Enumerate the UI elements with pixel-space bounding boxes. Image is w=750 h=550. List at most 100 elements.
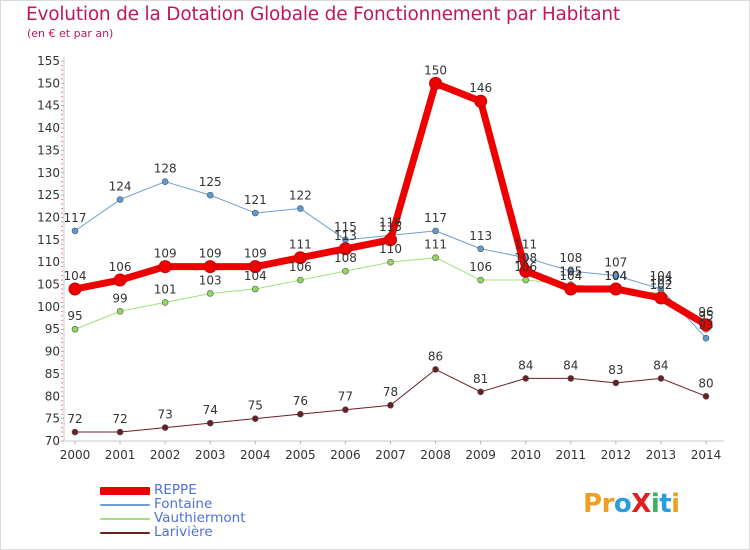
data-point [251, 209, 259, 217]
x-tick-label: 2004 [240, 448, 271, 462]
data-label: 117 [64, 211, 87, 225]
data-label: 115 [334, 220, 357, 234]
y-minor-tick [61, 333, 63, 335]
legend-item: Vauthiermont [100, 510, 320, 528]
y-minor-tick [61, 275, 63, 277]
y-minor-tick [61, 109, 63, 111]
y-minor-tick [61, 386, 63, 388]
y-minor-tick [61, 319, 63, 321]
data-label: 77 [338, 390, 353, 404]
data-label: 109 [199, 247, 222, 261]
data-label: 106 [109, 260, 132, 274]
x-tick-label: 2007 [375, 448, 406, 462]
data-label: 106 [289, 260, 312, 274]
data-label: 84 [653, 358, 668, 372]
y-minor-tick [61, 360, 63, 362]
x-tick-label: 2000 [60, 448, 91, 462]
y-tick-label: 90 [45, 345, 60, 359]
y-minor-tick [61, 346, 63, 348]
data-label: 93 [698, 318, 713, 332]
data-point [387, 258, 394, 266]
y-minor-tick [61, 212, 63, 214]
y-minor-tick [61, 324, 63, 326]
y-minor-tick [61, 257, 63, 259]
data-label: 104 [559, 269, 582, 283]
y-tick-label: 80 [45, 389, 60, 403]
data-label: 109 [244, 247, 267, 261]
data-point [251, 415, 259, 422]
data-label: 117 [424, 211, 447, 225]
legend-swatch [100, 532, 150, 534]
x-tick-label: 2012 [601, 448, 632, 462]
data-label: 109 [154, 247, 177, 261]
y-minor-tick [61, 355, 63, 357]
y-minor-tick [61, 114, 63, 116]
y-minor-tick [61, 413, 63, 415]
y-tick-label: 150 [37, 76, 60, 90]
data-label: 103 [199, 273, 222, 287]
data-label: 113 [469, 229, 492, 243]
data-point [702, 392, 710, 400]
data-label: 84 [563, 358, 578, 372]
data-point [477, 245, 484, 253]
y-minor-tick [61, 64, 63, 66]
data-point [702, 334, 710, 342]
x-tick-label: 2002 [150, 448, 181, 462]
data-point [429, 76, 443, 90]
data-point [161, 424, 169, 431]
y-minor-tick [61, 427, 63, 429]
y-minor-tick [61, 404, 63, 406]
data-label: 101 [154, 282, 177, 296]
y-minor-tick [61, 266, 63, 268]
y-minor-tick [61, 185, 63, 187]
legend-swatch [100, 504, 150, 506]
data-point [432, 227, 439, 235]
proxiti-logo: ProXiti [583, 489, 680, 519]
data-label: 104 [244, 269, 267, 283]
data-point [567, 267, 575, 275]
data-label: 73 [158, 408, 173, 422]
data-label: 115 [379, 220, 402, 234]
y-tick-label: 100 [37, 300, 60, 314]
data-point [342, 406, 349, 414]
data-point [654, 291, 668, 305]
data-point [158, 260, 172, 274]
legend-swatch [100, 518, 150, 520]
data-label: 146 [469, 81, 492, 95]
legend-label: Larivière [154, 524, 213, 540]
data-label: 111 [424, 238, 447, 252]
data-point [113, 273, 127, 287]
data-label: 106 [514, 260, 537, 274]
data-label: 104 [649, 269, 672, 283]
data-label: 102 [649, 278, 672, 292]
data-label: 111 [514, 238, 537, 252]
data-label: 72 [112, 412, 127, 426]
data-point [116, 308, 124, 315]
data-label: 75 [248, 399, 263, 413]
x-tick-label: 2008 [420, 448, 451, 462]
data-point [699, 318, 713, 332]
y-minor-tick [61, 337, 63, 339]
x-tick-label: 2001 [105, 448, 136, 462]
data-label: 107 [604, 256, 627, 270]
data-point [432, 254, 439, 262]
data-point [384, 233, 397, 247]
y-minor-tick [61, 136, 63, 138]
y-tick-label: 95 [45, 322, 60, 336]
y-minor-tick [61, 400, 63, 402]
data-label: 76 [293, 394, 308, 408]
data-label: 86 [428, 349, 443, 363]
legend-item: Fontaine [100, 496, 320, 514]
y-tick-label: 120 [37, 210, 60, 224]
data-label: 124 [109, 180, 132, 194]
data-point [161, 299, 169, 306]
y-minor-tick [61, 199, 63, 201]
data-point [342, 267, 349, 275]
x-tick-label: 2014 [691, 448, 722, 462]
data-label: 81 [473, 372, 488, 386]
y-minor-tick [61, 270, 63, 272]
data-point [297, 410, 304, 418]
chart-subtitle: (en € et par an) [27, 27, 114, 40]
data-label: 105 [559, 265, 582, 279]
